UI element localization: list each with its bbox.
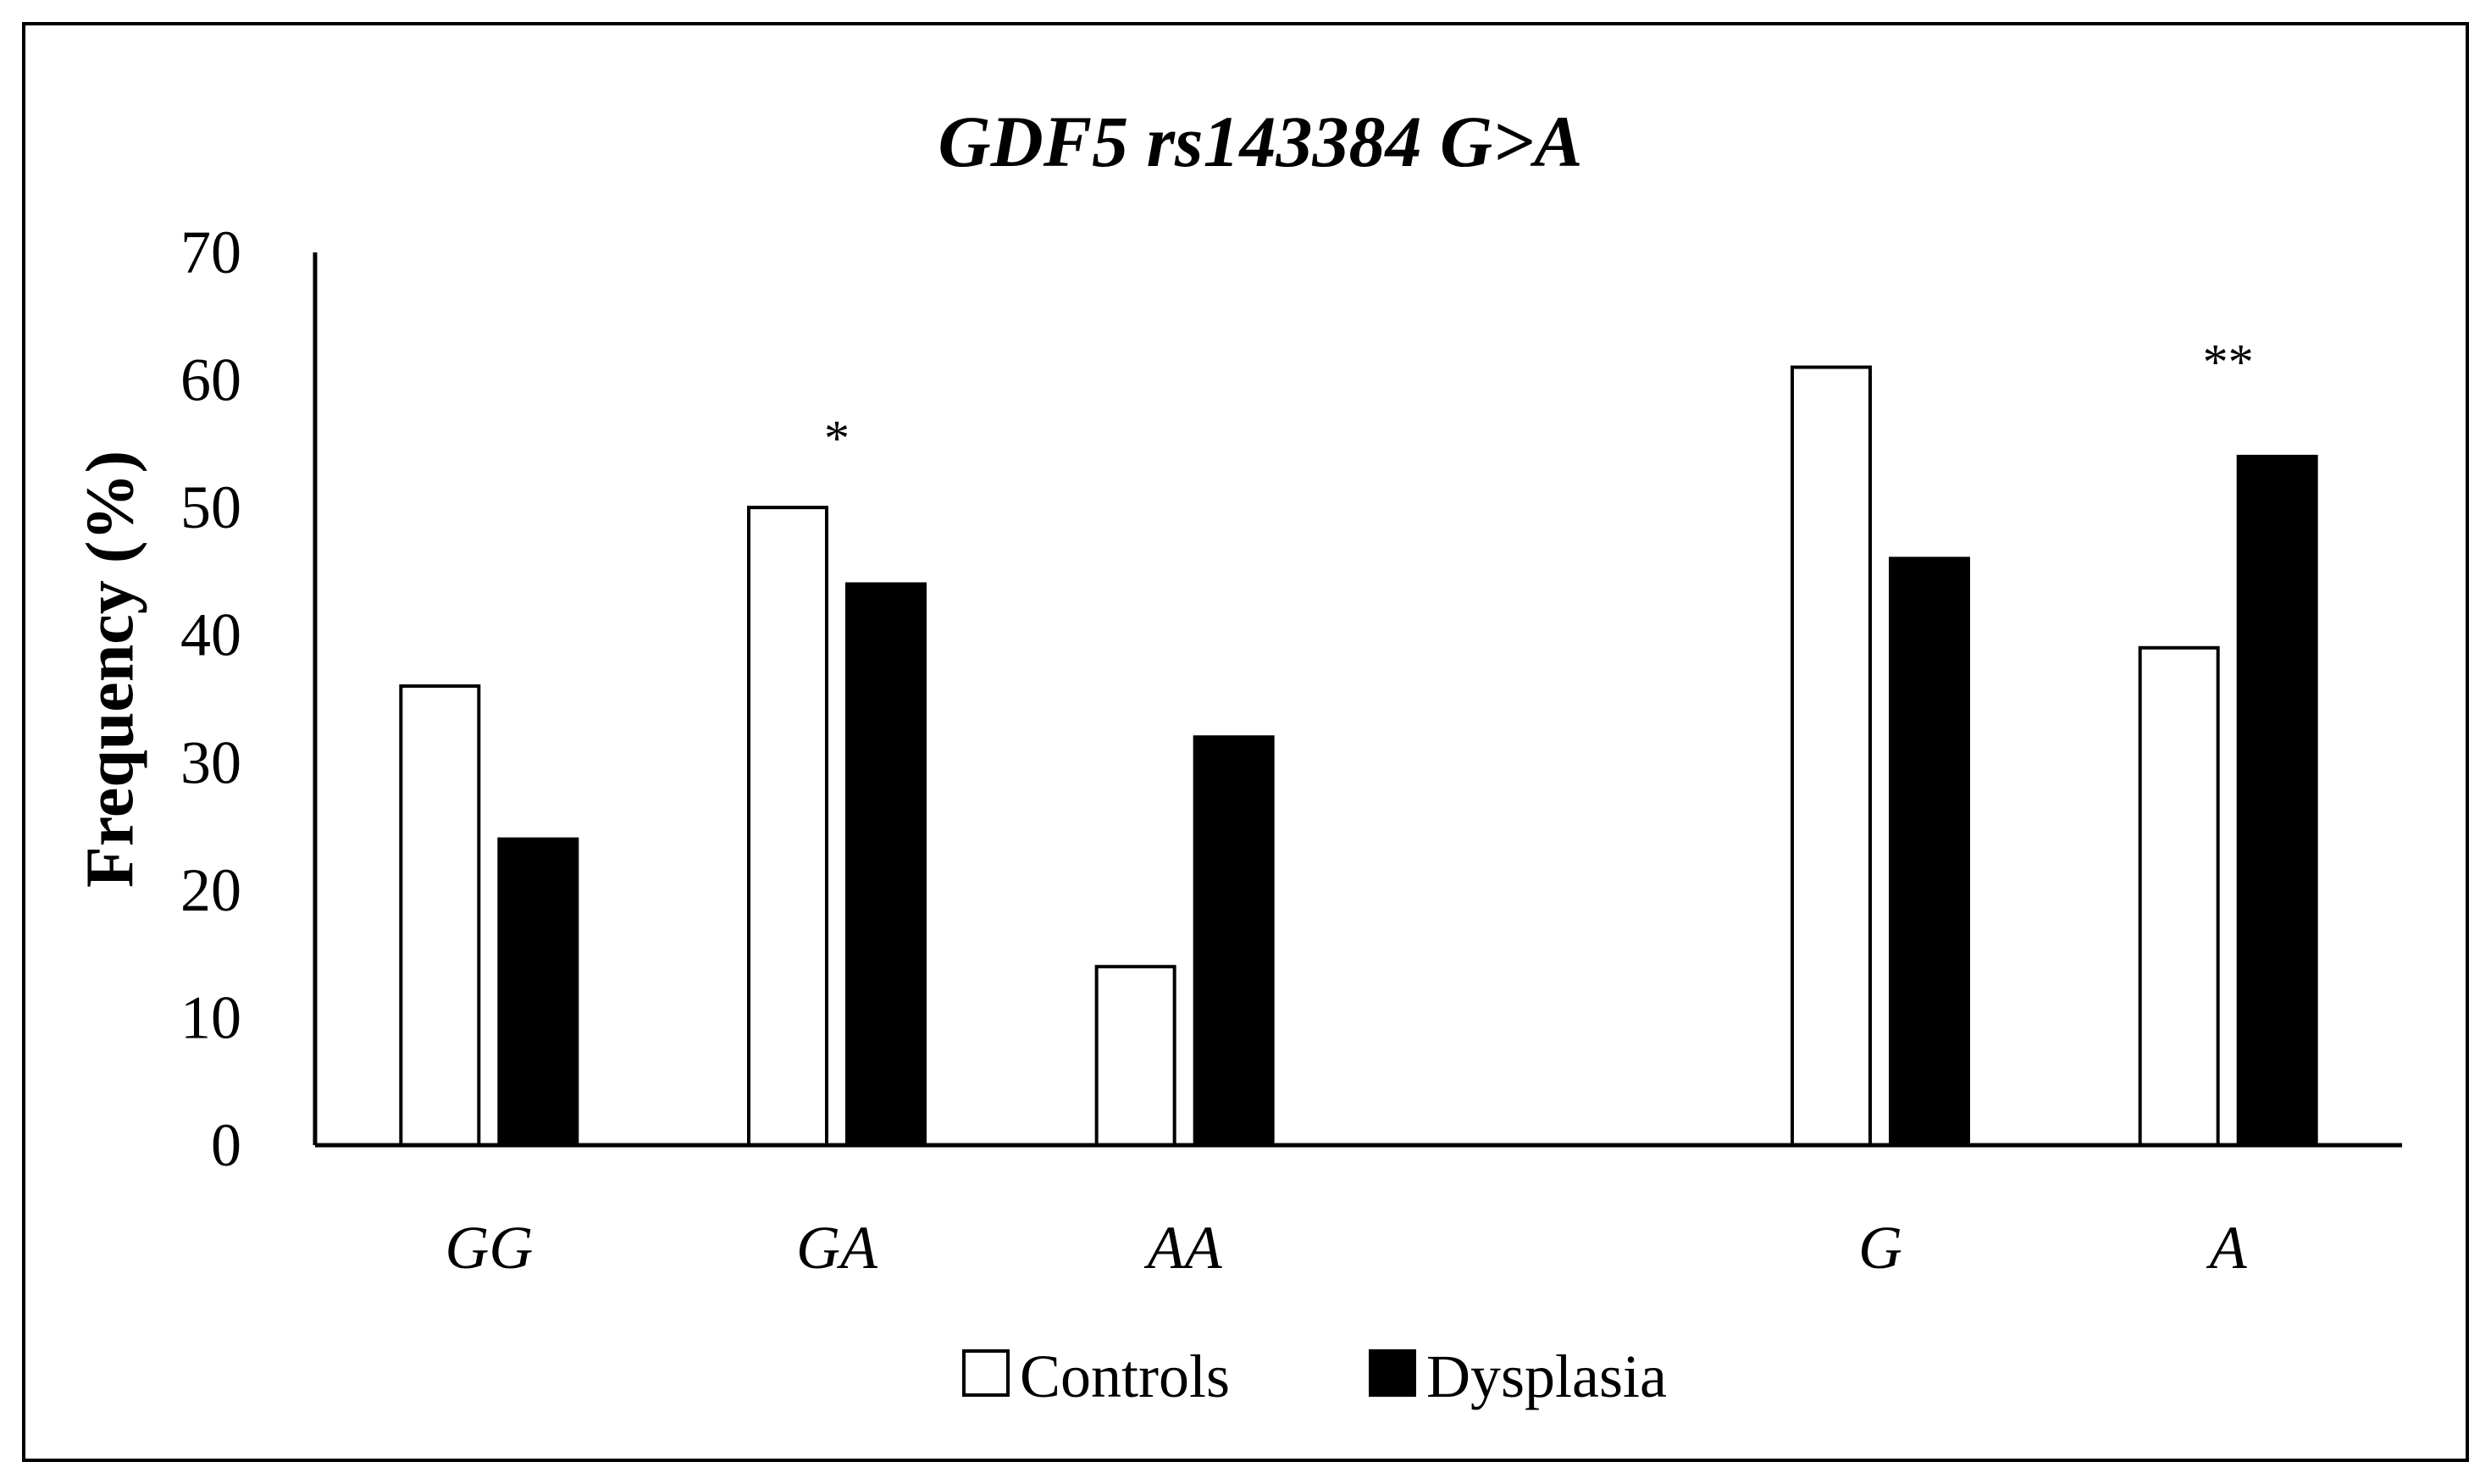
x-tick-label: AA bbox=[1144, 1214, 1223, 1282]
y-tick-label: 30 bbox=[180, 728, 241, 796]
x-tick-label: G bbox=[1858, 1214, 1902, 1282]
bar-dysplasia-gg bbox=[497, 837, 579, 1148]
legend-swatch-controls bbox=[962, 1349, 1010, 1397]
y-tick-label: 60 bbox=[180, 346, 241, 414]
y-tick-label: 10 bbox=[180, 983, 241, 1051]
x-axis-ticks: GG GA AA G A bbox=[445, 1214, 2247, 1282]
legend-label-dysplasia: Dysplasia bbox=[1426, 1343, 1667, 1410]
legend: Controls Dysplasia bbox=[962, 1343, 1667, 1410]
y-tick-label: 20 bbox=[180, 856, 241, 924]
y-tick-label: 0 bbox=[211, 1111, 241, 1179]
y-tick-label: 50 bbox=[180, 473, 241, 541]
x-tick-label: A bbox=[2206, 1214, 2248, 1282]
bar-controls-ga bbox=[747, 506, 828, 1147]
legend-label-controls: Controls bbox=[1020, 1343, 1230, 1410]
bar-controls-aa bbox=[1094, 965, 1176, 1147]
x-tick-label: GG bbox=[445, 1214, 533, 1282]
y-axis-ticks: 0 10 20 30 40 50 60 70 bbox=[180, 219, 241, 1179]
bar-dysplasia-g bbox=[1889, 556, 1970, 1147]
y-tick-label: 40 bbox=[180, 601, 241, 669]
significance-annotations: *** bbox=[824, 334, 2254, 466]
chart-title: GDF5 rs143384 G>A bbox=[938, 101, 1583, 182]
bars bbox=[399, 365, 2318, 1148]
y-axis-title: Frequency (%) bbox=[73, 451, 147, 888]
bar-dysplasia-ga bbox=[845, 582, 927, 1147]
bar-controls-gg bbox=[399, 684, 481, 1147]
y-tick-label: 70 bbox=[180, 219, 241, 286]
bar-controls-g bbox=[1791, 365, 1872, 1147]
chart-frame bbox=[22, 22, 2469, 1462]
bar-dysplasia-a bbox=[2236, 454, 2318, 1147]
legend-swatch-dysplasia bbox=[1369, 1349, 1416, 1397]
significance-marker: ** bbox=[2203, 334, 2254, 390]
significance-marker: * bbox=[824, 411, 850, 467]
bar-dysplasia-aa bbox=[1193, 735, 1275, 1148]
bar-controls-a bbox=[2138, 645, 2220, 1147]
x-tick-label: GA bbox=[796, 1214, 878, 1282]
